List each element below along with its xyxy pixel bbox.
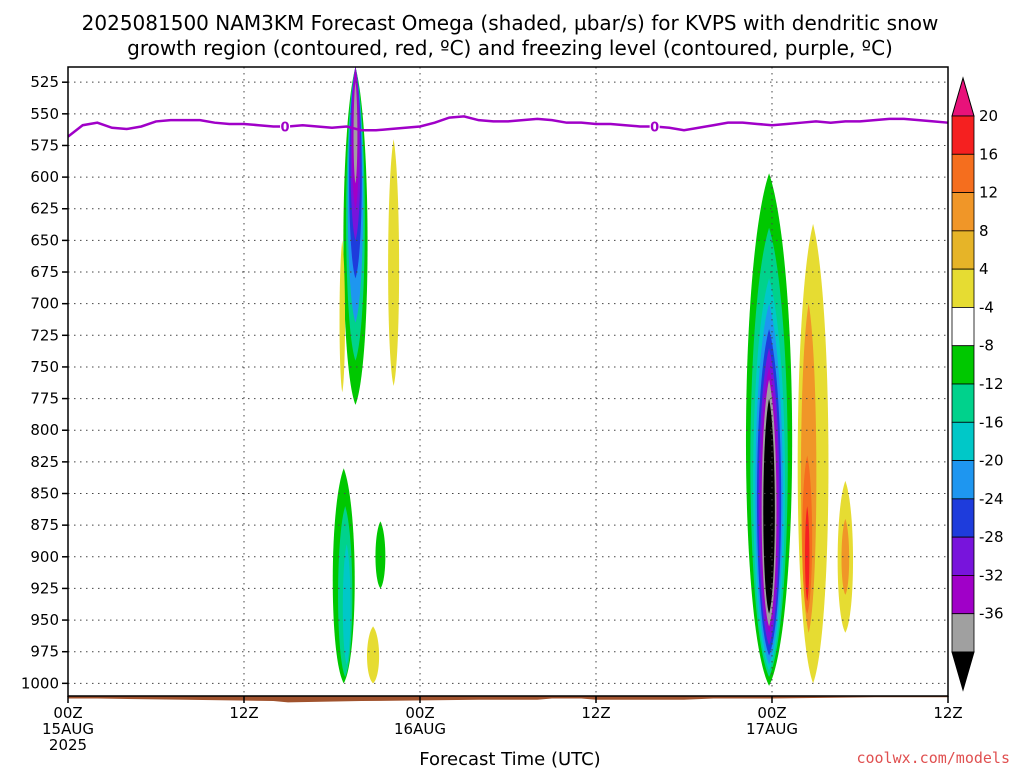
- colorbar-band: [951, 613, 975, 653]
- x-tick-label: 00Z: [53, 704, 82, 722]
- y-tick-label: 850: [30, 485, 59, 503]
- omega-region: [339, 240, 346, 393]
- x-tick-label: 00Z: [757, 704, 786, 722]
- omega-region: [805, 506, 810, 602]
- y-axis-ticks: 525 550 575 600 625 650 675 700 725 750 775 800 825 8…: [21, 73, 68, 692]
- colorbar: 20 16 12 8 4 -4 -8 -12 -16 -20 -24 -28 -32 -36: [951, 76, 1004, 692]
- freezing-label-bg: [280, 118, 291, 133]
- x-tick-label: 12Z: [581, 704, 610, 722]
- colorbar-band: [951, 498, 975, 538]
- y-tick-label: 750: [30, 358, 59, 376]
- x-tick-label: 2025: [49, 736, 87, 754]
- y-tick-label: 800: [30, 421, 59, 439]
- credit-text: coolwx.com/models: [856, 749, 1010, 767]
- colorbar-label: -36: [979, 605, 1004, 623]
- omega-shading: [332, 67, 854, 686]
- colorbar-label: -32: [979, 566, 1004, 584]
- freezing-level-line: [67, 115, 949, 138]
- y-tick-label: 900: [30, 548, 59, 566]
- colorbar-band: [951, 192, 975, 232]
- colorbar-band: [951, 115, 975, 155]
- colorbar-band: [951, 268, 975, 308]
- colorbar-label: 4: [979, 260, 989, 278]
- x-tick-label: 12Z: [933, 704, 962, 722]
- colorbar-band: [951, 345, 975, 385]
- colorbar-label: -20: [979, 452, 1004, 470]
- y-tick-label: 775: [30, 390, 59, 408]
- colorbar-label: -28: [979, 528, 1004, 546]
- y-tick-label: 650: [30, 231, 59, 249]
- y-tick-label: 600: [30, 168, 59, 186]
- colorbar-label: 16: [979, 145, 998, 163]
- colorbar-band: [951, 307, 975, 347]
- chart-title-line-2: growth region (contoured, red, ºC) and f…: [127, 36, 893, 60]
- colorbar-band: [951, 230, 975, 270]
- colorbar-label: -4: [979, 298, 994, 316]
- x-axis-label: Forecast Time (UTC): [419, 749, 600, 768]
- x-tick-label: 00Z: [405, 704, 434, 722]
- x-tick-label: 17AUG: [746, 720, 798, 738]
- colorbar-label: -8: [979, 337, 994, 355]
- x-tick-label: 15AUG: [42, 720, 94, 738]
- y-tick-label: 700: [30, 295, 59, 313]
- colorbar-label: 20: [979, 107, 998, 125]
- colorbar-band: [951, 421, 975, 461]
- y-tick-label: 550: [30, 105, 59, 123]
- colorbar-label: -12: [979, 375, 1004, 393]
- colorbar-label: -16: [979, 413, 1004, 431]
- x-tick-label: 16AUG: [394, 720, 446, 738]
- colorbar-label: 8: [979, 222, 989, 240]
- y-tick-label: 625: [30, 200, 59, 218]
- colorbar-label: -24: [979, 490, 1004, 508]
- chart-title-line-1: 2025081500 NAM3KM Forecast Omega (shaded…: [82, 11, 939, 35]
- colorbar-band: [951, 536, 975, 576]
- colorbar-bottom-triangle: [951, 651, 975, 692]
- omega-region: [375, 521, 386, 589]
- y-tick-label: 575: [30, 136, 59, 154]
- colorbar-band: [951, 575, 975, 615]
- y-tick-label: 925: [30, 579, 59, 597]
- colorbar-label: 12: [979, 184, 998, 202]
- x-tick-label: 12Z: [229, 704, 258, 722]
- y-tick-label: 525: [30, 73, 59, 91]
- omega-region: [388, 139, 400, 386]
- y-tick-label: 950: [30, 611, 59, 629]
- omega-region: [841, 518, 850, 595]
- freezing-level-label: 0: [281, 120, 290, 135]
- y-tick-label: 675: [30, 263, 59, 281]
- omega-region: [342, 544, 351, 665]
- omega-region: [367, 626, 380, 684]
- y-tick-label: 875: [30, 516, 59, 534]
- colorbar-band: [951, 460, 975, 500]
- y-tick-label: 1000: [21, 674, 59, 692]
- y-tick-label: 975: [30, 643, 59, 661]
- colorbar-band: [951, 153, 975, 193]
- terrain-fill: [68, 696, 948, 703]
- omega-region: [353, 82, 358, 184]
- grid: [68, 67, 948, 696]
- freezing-level-label: 0: [650, 120, 659, 135]
- colorbar-top-triangle: [951, 76, 975, 117]
- y-tick-label: 825: [30, 453, 59, 471]
- y-tick-label: 725: [30, 326, 59, 344]
- plot-frame: [67, 66, 949, 697]
- freezing-label-bg: [649, 118, 660, 133]
- terrain-area: [68, 696, 948, 703]
- colorbar-band: [951, 383, 975, 423]
